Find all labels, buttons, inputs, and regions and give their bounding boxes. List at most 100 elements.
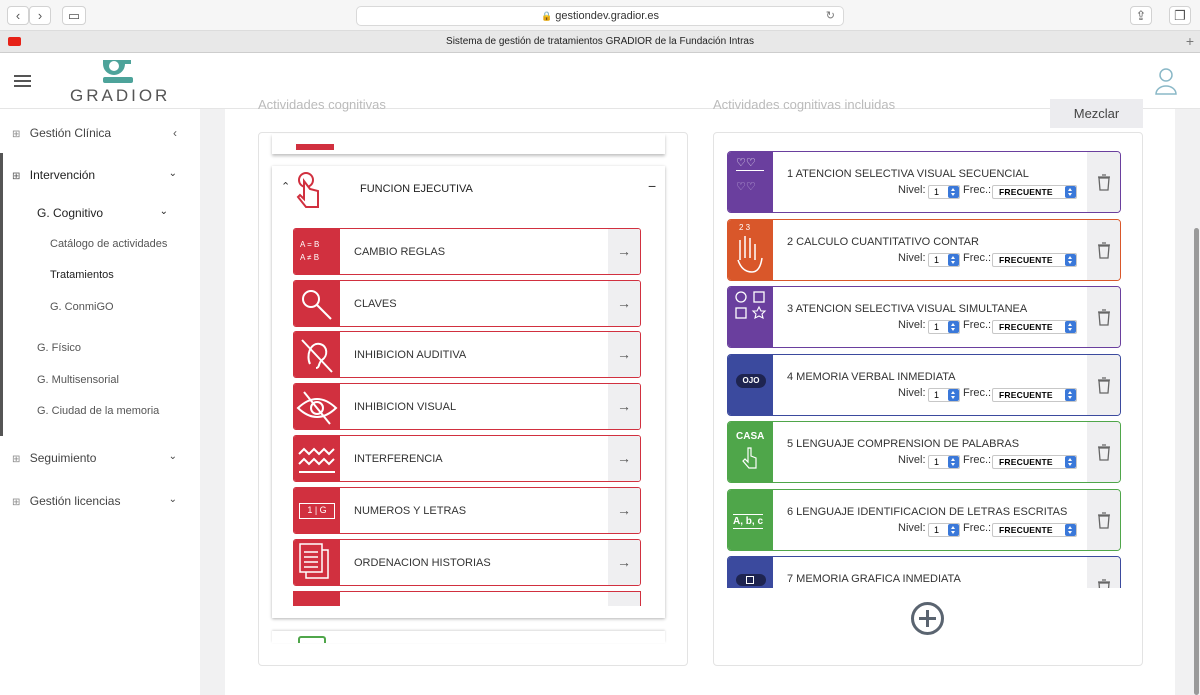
- selected-activity-row[interactable]: A, b, c 6 LENGUAJE IDENTIFICACION DE LET…: [727, 489, 1121, 551]
- frec-label: Frec.:: [963, 252, 992, 264]
- group-title[interactable]: FUNCION EJECUTIVA: [360, 183, 473, 195]
- nivel-label: Nivel:: [898, 184, 926, 196]
- rules-icon: A = B A ≠ B: [294, 229, 340, 274]
- reload-icon[interactable]: ↻: [825, 10, 835, 22]
- nivel-label: Nivel:: [898, 387, 926, 399]
- activity-item[interactable]: INHIBICION AUDITIVA →: [293, 331, 641, 378]
- select-stepper-icon: [1065, 389, 1076, 401]
- chevron-down-icon: ⌄: [168, 168, 177, 179]
- arrow-right-icon[interactable]: →: [608, 436, 640, 481]
- nivel-label: Nivel:: [898, 454, 926, 466]
- select-stepper-icon: [948, 186, 959, 198]
- nivel-label: Nivel:: [898, 252, 926, 264]
- youtube-icon[interactable]: [8, 37, 21, 46]
- trash-icon[interactable]: [1087, 355, 1120, 415]
- selected-activity-row[interactable]: 2 3 2 CALCULO CUANTITATIVO CONTAR Nivel:…: [727, 219, 1121, 281]
- trash-icon[interactable]: [1087, 490, 1120, 550]
- sidebar-item-g-fisico[interactable]: G. Físico: [37, 342, 82, 354]
- selected-activity-row[interactable]: 7 MEMORIA GRAFICA INMEDIATA: [727, 556, 1121, 588]
- nivel-label: Nivel:: [898, 522, 926, 534]
- tab-title[interactable]: Sistema de gestión de tratamientos GRADI…: [446, 36, 754, 47]
- select-stepper-icon: [948, 524, 959, 536]
- sidebar-toggle-icon[interactable]: ▭: [62, 6, 86, 25]
- frec-select[interactable]: FRECUENTE: [992, 455, 1077, 469]
- grid-icon: ⊞: [12, 171, 21, 182]
- address-bar[interactable]: 🔒 gestiondev.gradior.es ↻: [356, 6, 844, 26]
- selected-activity-row[interactable]: ♡♡ ♡♡ 1 ATENCION SELECTIVA VISUAL SECUENC…: [727, 151, 1121, 213]
- selected-activity-row[interactable]: 3 ATENCION SELECTIVA VISUAL SIMULTANEA N…: [727, 286, 1121, 348]
- trash-icon[interactable]: [1087, 152, 1120, 212]
- scrollbar[interactable]: [1194, 228, 1199, 695]
- sidebar-item-catalogo[interactable]: Catálogo de actividades: [50, 238, 168, 250]
- sidebar-item-seguimiento[interactable]: ⊞ Seguimiento ⌄: [12, 451, 187, 465]
- grid-icon: ⊞: [12, 454, 21, 465]
- nivel-select[interactable]: 1: [928, 523, 960, 537]
- arrow-right-icon[interactable]: →: [608, 332, 640, 377]
- frec-select[interactable]: FRECUENTE: [992, 185, 1077, 199]
- menu-icon[interactable]: [14, 75, 31, 87]
- nivel-select[interactable]: 1: [928, 455, 960, 469]
- activity-item[interactable]: A = B A ≠ B CAMBIO REGLAS →: [293, 228, 641, 275]
- chevron-up-icon[interactable]: ⌃: [281, 181, 291, 193]
- trash-icon[interactable]: [1087, 287, 1120, 347]
- nivel-select[interactable]: 1: [928, 320, 960, 334]
- hearts-icon: ♡♡ ♡♡: [728, 152, 773, 212]
- trash-icon[interactable]: [1087, 220, 1120, 280]
- sidebar-item-g-cognitivo[interactable]: G. Cognitivo ⌄: [37, 206, 172, 220]
- nivel-select[interactable]: 1: [928, 388, 960, 402]
- mix-button[interactable]: Mezclar: [1050, 99, 1143, 128]
- collapsed-group-next[interactable]: [272, 631, 665, 643]
- sidebar-item-g-conmigo[interactable]: G. ConmiGO: [50, 301, 114, 313]
- gradior-logo[interactable]: GRADIOR: [70, 56, 170, 106]
- arrow-right-icon[interactable]: →: [608, 229, 640, 274]
- tabs-overview-icon[interactable]: ❐: [1169, 6, 1191, 25]
- trash-icon[interactable]: [1087, 422, 1120, 482]
- active-section-bar: [0, 153, 3, 436]
- frec-label: Frec.:: [963, 522, 992, 534]
- frec-select[interactable]: FRECUENTE: [992, 388, 1077, 402]
- nivel-select[interactable]: 1: [928, 185, 960, 199]
- new-tab-icon[interactable]: +: [1185, 33, 1194, 49]
- add-activity-button[interactable]: [910, 601, 945, 636]
- select-stepper-icon: [1065, 456, 1076, 468]
- select-stepper-icon: [948, 254, 959, 266]
- sidebar-item-intervencion[interactable]: ⊞ Intervención ⌄: [12, 168, 187, 182]
- touch-hand-icon: [294, 171, 322, 209]
- user-icon[interactable]: [1154, 67, 1178, 95]
- back-icon[interactable]: ‹: [7, 6, 29, 25]
- trash-icon[interactable]: [1087, 557, 1120, 588]
- arrow-right-icon[interactable]: →: [608, 488, 640, 533]
- activity-item[interactable]: INHIBICION VISUAL →: [293, 383, 641, 430]
- row-title: 6 LENGUAJE IDENTIFICACION DE LETRAS ESCR…: [787, 506, 1068, 518]
- share-icon[interactable]: ⇪: [1130, 6, 1152, 25]
- row-title: 7 MEMORIA GRAFICA INMEDIATA: [787, 573, 961, 585]
- forward-icon[interactable]: ›: [29, 6, 51, 25]
- sidebar-item-tratamientos[interactable]: Tratamientos: [50, 269, 114, 281]
- arrow-right-icon[interactable]: →: [608, 384, 640, 429]
- arrow-right-icon[interactable]: →: [608, 540, 640, 585]
- sidebar-item-g-multisensorial[interactable]: G. Multisensorial: [37, 374, 119, 386]
- selected-list: ♡♡ ♡♡ 1 ATENCION SELECTIVA VISUAL SECUENC…: [727, 150, 1124, 588]
- frec-select[interactable]: FRECUENTE: [992, 523, 1077, 537]
- word-touch-icon: CASA: [728, 422, 773, 482]
- selected-activity-row[interactable]: OJO 4 MEMORIA VERBAL INMEDIATA Nivel: 1 …: [727, 354, 1121, 416]
- activity-item[interactable]: ORDENACION HISTORIAS →: [293, 539, 641, 586]
- collapse-icon[interactable]: −: [648, 178, 657, 194]
- frec-select[interactable]: FRECUENTE: [992, 253, 1077, 267]
- activity-label: CAMBIO REGLAS: [354, 246, 446, 258]
- frec-select[interactable]: FRECUENTE: [992, 320, 1077, 334]
- activity-item[interactable]: INTERFERENCIA →: [293, 435, 641, 482]
- app-header: GRADIOR: [0, 53, 1200, 109]
- sidebar-item-gestion-licencias[interactable]: ⊞ Gestión licencias ⌄: [12, 494, 187, 508]
- activity-item-partial[interactable]: [293, 591, 641, 606]
- activity-item[interactable]: 1 | G NUMEROS Y LETRAS →: [293, 487, 641, 534]
- activity-item[interactable]: CLAVES →: [293, 280, 641, 327]
- frec-label: Frec.:: [963, 184, 992, 196]
- sidebar-item-g-ciudad-memoria[interactable]: G. Ciudad de la memoria: [37, 405, 160, 417]
- collapsed-group-previous[interactable]: [272, 134, 665, 154]
- nivel-select[interactable]: 1: [928, 253, 960, 267]
- arrow-right-icon[interactable]: →: [608, 281, 640, 326]
- activity-label: INHIBICION AUDITIVA: [354, 349, 467, 361]
- selected-activity-row[interactable]: CASA 5 LENGUAJE COMPRENSION DE PALABRAS …: [727, 421, 1121, 483]
- sidebar-item-gestion-clinica[interactable]: ⊞ Gestión Clínica ‹: [12, 126, 187, 140]
